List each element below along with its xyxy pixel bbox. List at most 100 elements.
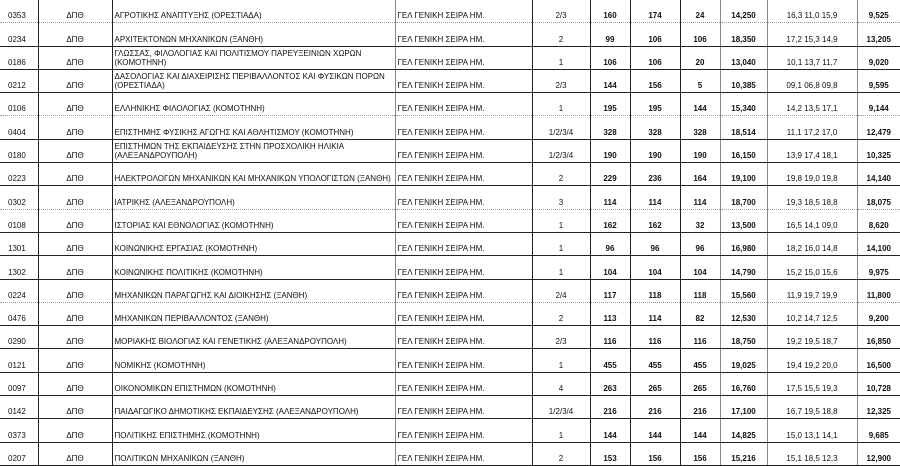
table-row: 0353 ΔΠΘ ΑΓΡΟΤΙΚΗΣ ΑΝΑΠΤΥΞΗΣ (ΟΡΕΣΤΙΑΔΑ) ΓΕ… [0, 0, 900, 24]
institution-cell: ΔΠΘ [37, 232, 112, 257]
last-score-cell: 9,020 [856, 46, 900, 70]
base-score-cell: 19,100 [719, 162, 767, 187]
value-b-cell: 114 [629, 302, 680, 327]
value-a-cell: 116 [589, 325, 630, 350]
institution-cell: ΔΠΘ [37, 185, 112, 210]
institution-cell: ΔΠΘ [37, 0, 112, 24]
value-c-cell: 24 [679, 0, 720, 24]
last-score-cell: 12,325 [856, 395, 900, 420]
value-a-cell: 216 [589, 395, 630, 420]
value-a-cell: 106 [589, 46, 630, 70]
value-a-cell: 160 [589, 0, 630, 24]
grades-cell: 18,2 16,0 14,8 [766, 232, 857, 257]
department-name-cell: ΕΠΙΣΤΗΜΗΣ ΦΥΣΙΚΗΣ ΑΓΩΓΗΣ ΚΑΙ ΑΘΛΗΤΙΣΜΟΥ … [111, 115, 395, 140]
grades-cell: 19,4 19,2 20,0 [766, 348, 857, 373]
value-a-cell: 113 [589, 302, 630, 327]
scientific-field-cell: 2 [531, 442, 590, 466]
last-score-cell: 9,200 [856, 302, 900, 327]
department-code-cell: 0223 [0, 162, 38, 187]
scientific-field-cell: 1 [531, 418, 590, 443]
institution-cell: ΔΠΘ [37, 46, 112, 70]
grades-cell: 15,0 13,1 14,1 [766, 418, 857, 443]
institution-cell: ΔΠΘ [37, 139, 112, 164]
value-a-cell: 328 [589, 115, 630, 140]
exam-series-cell: ΓΕΛ ΓΕΝΙΚΗ ΣΕΙΡΑ ΗΜ. [394, 46, 532, 70]
department-name-cell: ΗΛΕΚΤΡΟΛΟΓΩΝ ΜΗΧΑΝΙΚΩΝ ΚΑΙ ΜΗΧΑΝΙΚΩΝ ΥΠΟ… [111, 162, 395, 187]
base-score-cell: 14,825 [719, 418, 767, 443]
scientific-field-cell: 4 [531, 372, 590, 397]
exam-series-cell: ΓΕΛ ΓΕΝΙΚΗ ΣΕΙΡΑ ΗΜ. [394, 185, 532, 210]
value-a-cell: 229 [589, 162, 630, 187]
institution-cell: ΔΠΘ [37, 69, 112, 94]
value-c-cell: 96 [679, 232, 720, 257]
department-name-cell: ΚΟΙΝΩΝΙΚΗΣ ΠΟΛΙΤΙΚΗΣ (ΚΟΜΟΤΗΝΗ) [111, 255, 395, 280]
last-score-cell: 9,975 [856, 255, 900, 280]
exam-series-cell: ΓΕΛ ΓΕΝΙΚΗ ΣΕΙΡΑ ΗΜ. [394, 325, 532, 350]
institution-cell: ΔΠΘ [37, 302, 112, 327]
grades-cell: 14,2 13,5 17,1 [766, 92, 857, 117]
scientific-field-cell: 1 [531, 232, 590, 257]
last-score-cell: 10,728 [856, 372, 900, 397]
value-a-cell: 455 [589, 348, 630, 373]
exam-series-cell: ΓΕΛ ΓΕΝΙΚΗ ΣΕΙΡΑ ΗΜ. [394, 442, 532, 466]
value-c-cell: 144 [679, 418, 720, 443]
institution-cell: ΔΠΘ [37, 209, 112, 233]
last-score-cell: 9,144 [856, 92, 900, 117]
base-score-cell: 14,790 [719, 255, 767, 280]
department-name-cell: ΟΙΚΟΝΟΜΙΚΩΝ ΕΠΙΣΤΗΜΩΝ (ΚΟΜΟΤΗΝΗ) [111, 372, 395, 397]
scientific-field-cell: 2 [531, 22, 590, 47]
base-score-cell: 16,760 [719, 372, 767, 397]
scientific-field-cell: 3 [531, 185, 590, 210]
base-score-cell: 17,100 [719, 395, 767, 420]
value-b-cell: 328 [629, 115, 680, 140]
value-a-cell: 117 [589, 279, 630, 303]
value-a-cell: 96 [589, 232, 630, 257]
grades-cell: 16,3 11,0 15,9 [766, 0, 857, 24]
institution-cell: ΔΠΘ [37, 115, 112, 140]
value-b-cell: 162 [629, 209, 680, 233]
exam-series-cell: ΓΕΛ ΓΕΝΙΚΗ ΣΕΙΡΑ ΗΜ. [394, 139, 532, 164]
value-a-cell: 195 [589, 92, 630, 117]
exam-series-cell: ΓΕΛ ΓΕΝΙΚΗ ΣΕΙΡΑ ΗΜ. [394, 348, 532, 373]
last-score-cell: 18,075 [856, 185, 900, 210]
department-name-cell: ΕΛΛΗΝΙΚΗΣ ΦΙΛΟΛΟΓΙΑΣ (ΚΟΜΟΤΗΝΗ) [111, 92, 395, 117]
table-row: 0186 ΔΠΘ ΓΛΩΣΣΑΣ, ΦΙΛΟΛΟΓΙΑΣ ΚΑΙ ΠΟΛΙΤΙΣΜΟ… [0, 46, 900, 70]
value-c-cell: 216 [679, 395, 720, 420]
base-score-cell: 19,025 [719, 348, 767, 373]
exam-series-cell: ΓΕΛ ΓΕΝΙΚΗ ΣΕΙΡΑ ΗΜ. [394, 279, 532, 303]
value-a-cell: 153 [589, 442, 630, 466]
last-score-cell: 8,620 [856, 209, 900, 233]
scientific-field-cell: 2/3 [531, 325, 590, 350]
table-row: 0224 ΔΠΘ ΜΗΧΑΝΙΚΩΝ ΠΑΡΑΓΩΓΗΣ ΚΑΙ ΔΙΟΙΚΗΣΗΣ… [0, 279, 900, 303]
value-c-cell: 82 [679, 302, 720, 327]
base-score-cell: 13,500 [719, 209, 767, 233]
scientific-field-cell: 1 [531, 46, 590, 70]
scientific-field-cell: 1/2/3/4 [531, 395, 590, 420]
grades-cell: 15,1 18,5 12,3 [766, 442, 857, 466]
institution-cell: ΔΠΘ [37, 442, 112, 466]
department-code-cell: 0108 [0, 209, 38, 233]
department-name-cell: ΓΛΩΣΣΑΣ, ΦΙΛΟΛΟΓΙΑΣ ΚΑΙ ΠΟΛΙΤΙΣΜΟΥ ΠΑΡΕΥ… [111, 46, 395, 70]
department-name-cell: ΔΑΣΟΛΟΓΙΑΣ ΚΑΙ ΔΙΑΧΕΙΡΙΣΗΣ ΠΕΡΙΒΑΛΛΟΝΤΟΣ… [111, 69, 395, 94]
value-c-cell: 104 [679, 255, 720, 280]
value-c-cell: 114 [679, 185, 720, 210]
department-name-cell: ΠΑΙΔΑΓΩΓΙΚΟ ΔΗΜΟΤΙΚΗΣ ΕΚΠΑΙΔΕΥΣΗΣ (ΑΛΕΞΑ… [111, 395, 395, 420]
department-code-cell: 0224 [0, 279, 38, 303]
department-code-cell: 0234 [0, 22, 38, 47]
department-code-cell: 0212 [0, 69, 38, 94]
base-score-cell: 18,750 [719, 325, 767, 350]
value-c-cell: 164 [679, 162, 720, 187]
table-row: 0207 ΔΠΘ ΠΟΛΙΤΙΚΩΝ ΜΗΧΑΝΙΚΩΝ (ΞΑΝΘΗ) ΓΕΛ ΓΕ… [0, 442, 900, 466]
department-code-cell: 0207 [0, 442, 38, 466]
base-score-cell: 15,216 [719, 442, 767, 466]
last-score-cell: 9,685 [856, 418, 900, 443]
base-score-cell: 16,150 [719, 139, 767, 164]
scientific-field-cell: 2/4 [531, 279, 590, 303]
institution-cell: ΔΠΘ [37, 325, 112, 350]
institution-cell: ΔΠΘ [37, 22, 112, 47]
table-row: 0108 ΔΠΘ ΙΣΤΟΡΙΑΣ ΚΑΙ ΕΘΝΟΛΟΓΙΑΣ (ΚΟΜΟΤΗΝΗ… [0, 209, 900, 233]
department-name-cell: ΠΟΛΙΤΙΚΩΝ ΜΗΧΑΝΙΚΩΝ (ΞΑΝΘΗ) [111, 442, 395, 466]
grades-cell: 19,8 19,0 19,8 [766, 162, 857, 187]
base-score-cell: 18,514 [719, 115, 767, 140]
exam-series-cell: ΓΕΛ ΓΕΝΙΚΗ ΣΕΙΡΑ ΗΜ. [394, 162, 532, 187]
